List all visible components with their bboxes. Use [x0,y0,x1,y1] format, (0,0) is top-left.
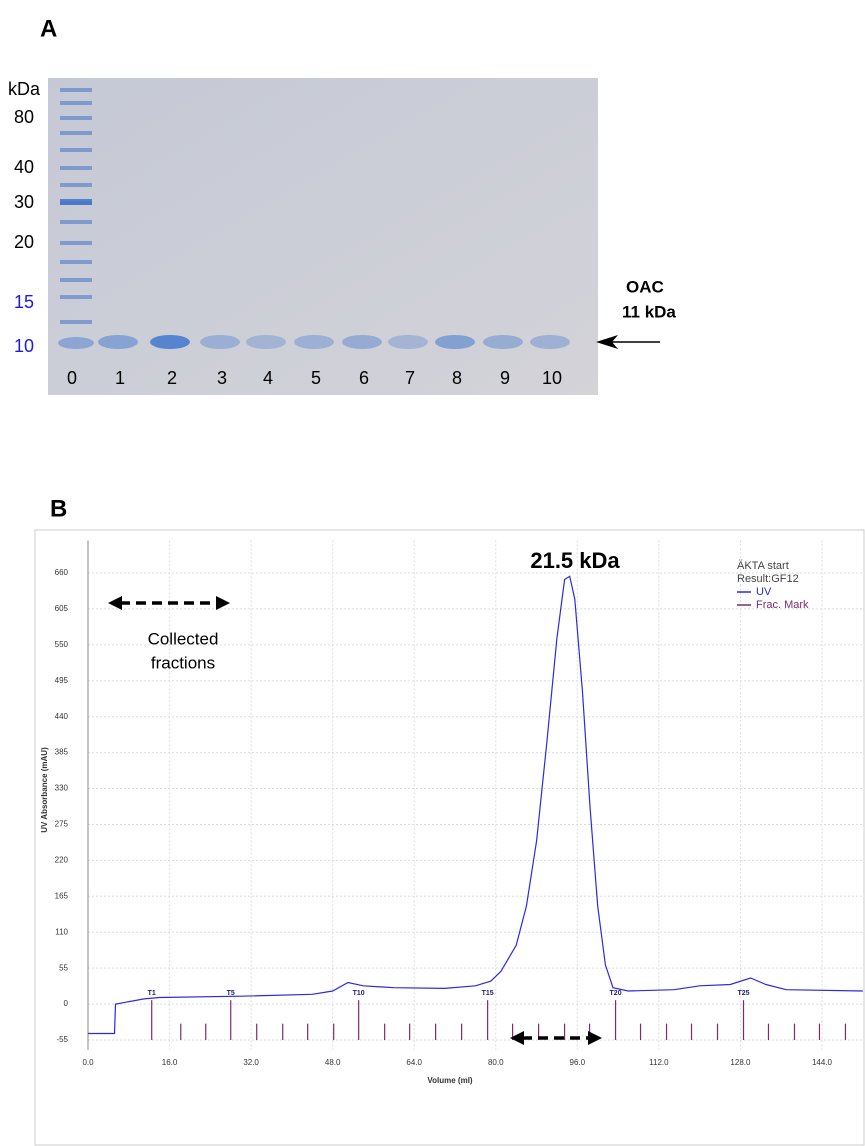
mw-label: 10 [14,336,34,356]
arrow-head [510,1031,524,1045]
fraction-label: T1 [148,990,156,997]
y-axis-title: UV Absorbance (mAU) [40,747,49,833]
protein-name: OAC [626,277,664,296]
protein-band [150,335,190,349]
y-tick-label: 55 [59,963,68,972]
x-tick-label: 16.0 [162,1058,178,1067]
fraction-label: T5 [227,990,235,997]
y-tick-label: 330 [55,784,69,793]
x-tick-label: 80.0 [488,1058,504,1067]
protein-mass: 11 kDa [622,302,676,321]
lane-label: 2 [167,368,177,388]
protein-band [294,335,334,349]
mw-unit: kDa [8,79,41,99]
y-tick-label: 605 [55,604,69,613]
mw-label: 40 [14,157,34,177]
gel-bands [58,88,570,349]
x-tick-label: 64.0 [406,1058,422,1067]
ladder-band [60,278,92,282]
protein-band [435,335,475,349]
panel-label: A [40,15,57,42]
x-tick-label: 48.0 [325,1058,341,1067]
lane-label: 3 [217,368,227,388]
protein-band [483,335,523,349]
lane-label: 8 [452,368,462,388]
ladder-band [60,116,92,120]
protein-band [342,335,382,349]
protein-band [530,335,570,349]
ladder-band [60,295,92,299]
fraction-label: T25 [737,990,749,997]
ladder-band [60,166,92,170]
lane-label: 4 [263,368,273,388]
lane-label: 1 [115,368,125,388]
annotation: Collected [148,629,219,648]
y-tick-label: 385 [55,748,69,757]
x-tick-label: 112.0 [649,1058,669,1067]
lane-label: 0 [67,368,77,388]
fraction-label: T10 [353,990,365,997]
ladder-band [60,131,92,135]
ladder-band [60,148,92,152]
lane-label: 5 [311,368,321,388]
x-tick-label: 32.0 [243,1058,259,1067]
x-tick-label: 96.0 [570,1058,586,1067]
arrow-head [216,596,230,610]
lane-label: 7 [405,368,415,388]
ladder-band [58,337,94,349]
lane-label: 6 [359,368,369,388]
arrow-head [108,596,122,610]
lane-label: 10 [542,368,562,388]
lane-label: 9 [500,368,510,388]
ladder-band [60,101,92,105]
protein-band [98,335,138,349]
mw-label: 20 [14,232,34,252]
x-tick-label: 128.0 [730,1058,751,1067]
legend-title: ÄKTA start [737,560,789,572]
y-tick-label: 660 [55,568,69,577]
ladder-band [60,320,92,324]
fraction-label: T20 [610,990,622,997]
y-tick-label: 165 [55,891,69,900]
y-tick-label: 495 [55,676,69,685]
mw-label: 30 [14,192,34,212]
fraction-label: T15 [482,990,494,997]
legend-title: Result:GF12 [737,573,799,585]
legend-label: Frac. Mark [756,599,809,611]
mw-label: 15 [14,292,34,312]
panel-label: B [50,495,67,522]
ladder-band [60,88,92,92]
arrow-head [588,1031,602,1045]
ladder-band [60,199,92,205]
plot: -55 0 55 110 165 220 275 330 385 440 495 550 605 660 0… [40,540,863,1085]
mw-label: 80 [14,107,34,127]
legend-label: UV [756,586,772,598]
annotation: 21.5 kDa [530,548,620,573]
arrow-head [596,335,618,349]
ladder-band [60,183,92,187]
protein-band [200,335,240,349]
y-tick-label: 550 [55,640,69,649]
y-tick-label: 275 [55,820,69,829]
y-tick-label: 440 [55,712,69,721]
y-tick-label: -55 [56,1035,68,1044]
x-tick-label: 0.0 [82,1058,94,1067]
protein-band [246,335,286,349]
protein-band [388,335,428,349]
x-axis-title: Volume (ml) [427,1076,473,1085]
annotation: fractions [151,653,215,672]
x-tick-label: 144.0 [812,1058,833,1067]
y-tick-label: 220 [55,855,69,864]
ladder-band [60,241,92,245]
ladder-band [60,220,92,224]
ladder-band [60,260,92,264]
gel [48,78,598,395]
y-tick-label: 0 [64,999,69,1008]
uv-line [88,575,863,1035]
chart-frame [34,529,865,1146]
y-tick-label: 110 [55,927,68,936]
